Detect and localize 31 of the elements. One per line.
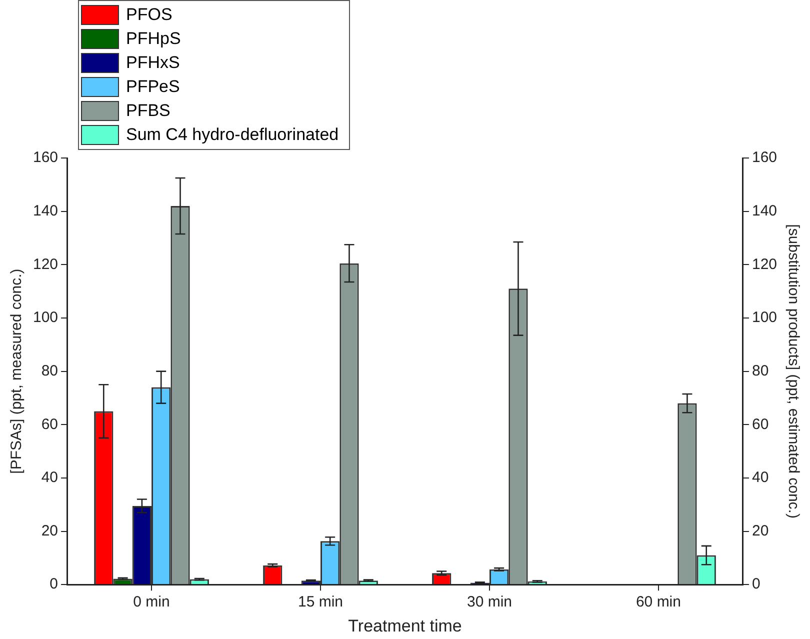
y-tick-label: 60 [41, 416, 58, 433]
y2-tick-label: 0 [752, 576, 760, 593]
legend-label: PFBS [126, 101, 170, 121]
y2-tick-label: 80 [752, 362, 769, 380]
y2-tick-label: 100 [752, 309, 778, 326]
legend-label: Sum C4 hydro-defluorinated [126, 125, 339, 145]
y-tick-label: 100 [32, 309, 58, 326]
y-tick-label: 120 [32, 256, 58, 273]
x-axis-title: Treatment time [348, 616, 462, 636]
y2-tick-label: 20 [752, 522, 769, 540]
x-tick-label: 15 min [298, 594, 344, 611]
legend-label: PFOS [126, 5, 172, 25]
legend-label: PFPeS [126, 77, 180, 97]
y-tick-label: 140 [32, 202, 58, 220]
y2-axis-title: [substitution products] (ppt, estimated conc.) [784, 224, 802, 518]
legend-label: PFHxS [126, 53, 180, 73]
x-tick-label: 0 min [133, 594, 170, 611]
y2-tick-label: 140 [752, 202, 778, 220]
y-tick-label: 80 [41, 362, 58, 380]
legend-label: PFHpS [126, 29, 181, 49]
y-tick-label: 0 [50, 576, 58, 593]
y2-tick-label: 120 [752, 256, 778, 273]
y-tick-label: 160 [32, 149, 58, 166]
y2-tick-label: 60 [752, 416, 769, 433]
y-tick-label: 40 [41, 469, 58, 486]
x-tick-label: 60 min [636, 594, 681, 611]
y-tick-label: 20 [41, 522, 58, 540]
y-axis-title: [PFSAs] (ppt, measured conc.) [8, 268, 26, 474]
x-tick-label: 30 min [466, 594, 512, 611]
y2-tick-label: 160 [752, 149, 778, 166]
y2-tick-label: 40 [752, 469, 769, 486]
